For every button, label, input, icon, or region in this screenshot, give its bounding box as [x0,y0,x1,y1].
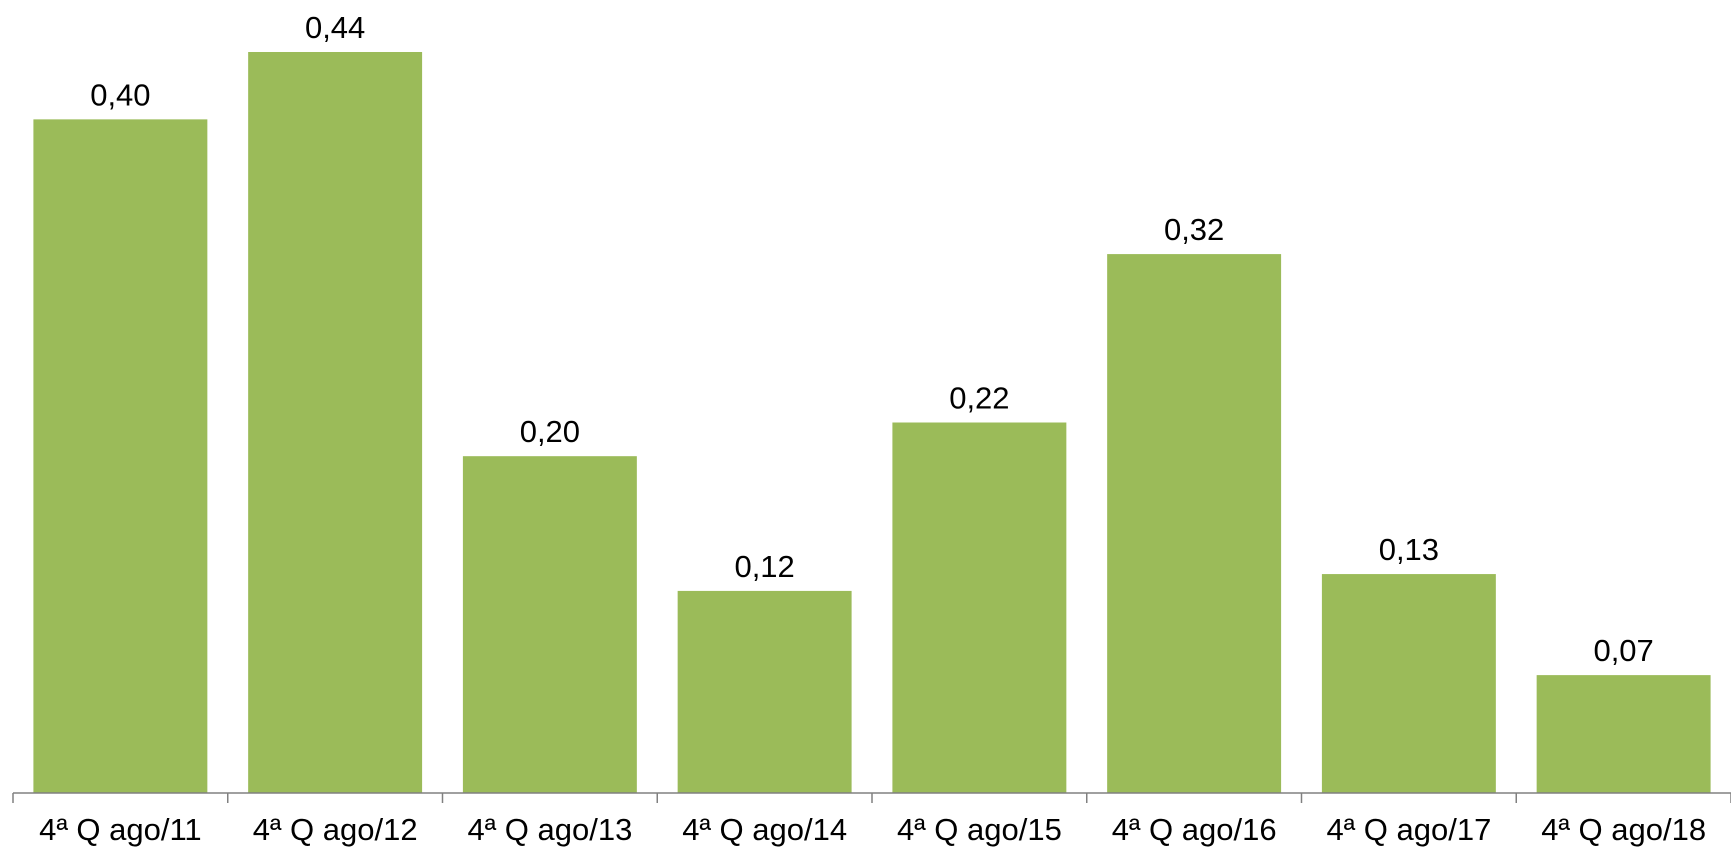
data-label: 0,20 [520,414,580,449]
data-label: 0,44 [305,10,365,45]
x-tick-label: 4ª Q ago/12 [253,812,418,847]
x-axis [12,792,1731,803]
bar [892,422,1067,793]
x-tick-label: 4ª Q ago/15 [897,812,1062,847]
bar [462,456,637,793]
data-label: 0,22 [949,381,1009,416]
data-label: 0,12 [734,549,794,584]
x-tick-label: 4ª Q ago/13 [467,812,632,847]
data-label: 0,32 [1164,212,1224,247]
x-tick-label: 4ª Q ago/18 [1541,812,1706,847]
bar [677,590,852,793]
x-tick-label: 4ª Q ago/14 [682,812,847,847]
data-label: 0,13 [1379,532,1439,567]
bar [1321,574,1496,793]
x-tick-label: 4ª Q ago/11 [39,812,202,847]
bar [1536,675,1711,793]
bars-layer [33,52,1711,793]
value-labels-layer: 0,40 0,44 0,20 0,12 0,22 0,32 0,13 0,07 [90,10,1654,668]
x-tick-labels: 4ª Q ago/11 4ª Q ago/12 4ª Q ago/13 4ª Q ag… [39,812,1706,847]
bar [1107,254,1282,793]
x-tick-label: 4ª Q ago/16 [1112,812,1277,847]
data-label: 0,40 [90,77,150,112]
bar [33,119,208,793]
bar [248,52,423,793]
x-tick-label: 4ª Q ago/17 [1326,812,1491,847]
data-label: 0,07 [1593,633,1653,668]
